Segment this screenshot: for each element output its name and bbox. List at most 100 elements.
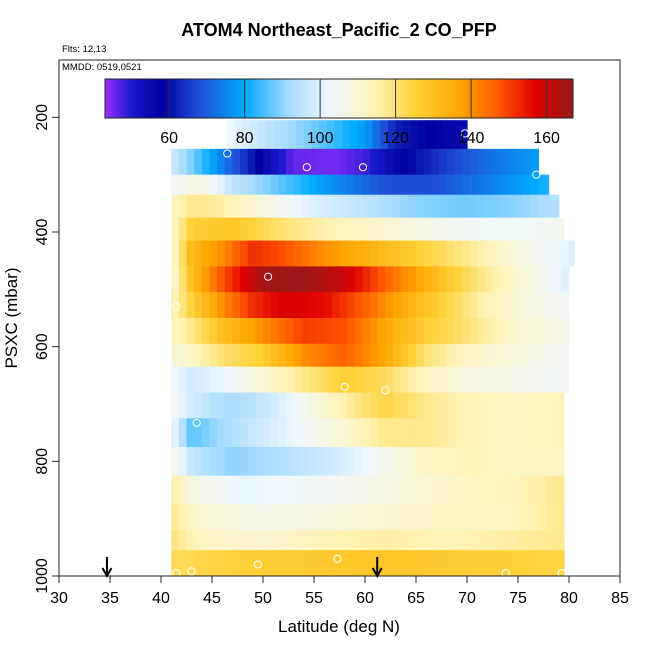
heat-cell — [293, 550, 302, 577]
heat-cell — [270, 240, 279, 267]
heat-cell — [247, 318, 256, 345]
heat-cell — [354, 366, 364, 393]
heat-cell — [431, 475, 440, 505]
heat-cell — [484, 392, 494, 419]
heat-cell — [209, 366, 218, 393]
heat-cell — [209, 392, 218, 419]
heat-cell — [263, 174, 272, 196]
heat-cell — [393, 366, 402, 393]
heat-cell — [500, 148, 509, 176]
heat-cell — [301, 194, 310, 219]
heat-cell — [370, 148, 379, 176]
heat-cell — [339, 292, 348, 319]
heat-cell — [247, 194, 256, 219]
heat-cell — [201, 148, 211, 176]
heat-cell — [240, 530, 249, 551]
heat-cell — [538, 240, 547, 267]
heat-cell — [339, 475, 348, 505]
heat-cell — [385, 266, 394, 293]
heat-cell — [209, 343, 218, 368]
heat-cell — [377, 475, 386, 505]
heat-cell — [270, 504, 279, 531]
heat-cell — [270, 447, 279, 477]
heat-cell — [492, 343, 501, 368]
heat-cell — [553, 504, 562, 531]
heat-cell — [285, 217, 295, 241]
heat-cell — [484, 366, 494, 393]
heat-cell — [186, 392, 195, 419]
heat-cell — [339, 418, 348, 448]
heat-cell — [423, 475, 432, 505]
heat-cell — [484, 530, 494, 551]
heat-cell — [416, 550, 425, 577]
heat-cell — [507, 550, 517, 577]
heat-cell — [285, 392, 295, 419]
heat-cell — [362, 174, 371, 196]
heat-cell — [316, 174, 325, 196]
heat-cell — [431, 174, 440, 196]
heat-cell — [201, 550, 211, 577]
heat-cell — [232, 530, 241, 551]
heat-cell — [263, 504, 272, 531]
heat-cell — [232, 504, 241, 531]
heat-cell — [347, 343, 356, 368]
heat-cell — [324, 366, 333, 393]
heat-cell — [240, 447, 249, 477]
heat-cell — [347, 366, 356, 393]
heat-cell — [477, 366, 486, 393]
heat-cell — [285, 475, 295, 505]
heat-cell — [484, 266, 494, 293]
heat-cell — [530, 343, 539, 368]
heat-cell — [469, 266, 478, 293]
heat-cell — [515, 475, 524, 505]
heat-cell — [477, 292, 486, 319]
heat-cell — [324, 392, 333, 419]
heat-cell — [538, 266, 547, 293]
heat-cell — [484, 194, 494, 219]
heat-cell — [431, 530, 440, 551]
heat-cell — [209, 292, 218, 319]
heat-cell — [293, 366, 302, 393]
heat-cell — [331, 292, 341, 319]
heat-cell — [423, 504, 432, 531]
heat-cell — [331, 318, 341, 345]
heat-cell — [324, 447, 333, 477]
heat-cell — [546, 504, 555, 531]
heat-cell — [270, 475, 279, 505]
heat-cell — [416, 366, 425, 393]
heat-cell — [530, 148, 539, 176]
heat-cell — [385, 550, 394, 577]
heat-cell — [347, 530, 356, 551]
heat-cell — [201, 392, 211, 419]
heat-cell — [546, 292, 555, 319]
heat-cell — [301, 217, 310, 241]
heat-cell — [293, 392, 302, 419]
heat-cell — [362, 504, 371, 531]
heat-cell — [553, 447, 562, 477]
heat-cell — [362, 550, 371, 577]
heat-cell — [400, 240, 409, 267]
heat-cell — [194, 392, 203, 419]
heat-cell — [285, 343, 295, 368]
heat-cell — [347, 194, 356, 219]
heat-cell — [530, 240, 539, 267]
heat-cell — [515, 343, 524, 368]
heat-cell — [393, 418, 402, 448]
heat-cell — [288, 120, 297, 150]
heat-cell — [377, 366, 386, 393]
heat-cell — [224, 504, 233, 531]
heat-cell — [553, 266, 562, 293]
heat-cell — [301, 475, 310, 505]
heat-cell — [331, 392, 341, 419]
heat-cell — [385, 504, 394, 531]
heat-cell — [224, 447, 233, 477]
heat-cell — [385, 447, 394, 477]
heat-cell — [232, 550, 241, 577]
heat-cell — [370, 418, 379, 448]
heat-cell — [209, 266, 218, 293]
heat-cell — [377, 148, 386, 176]
heat-cell — [423, 240, 432, 267]
heat-cell — [484, 292, 494, 319]
heat-cell — [232, 148, 241, 176]
heat-cell — [523, 530, 532, 551]
